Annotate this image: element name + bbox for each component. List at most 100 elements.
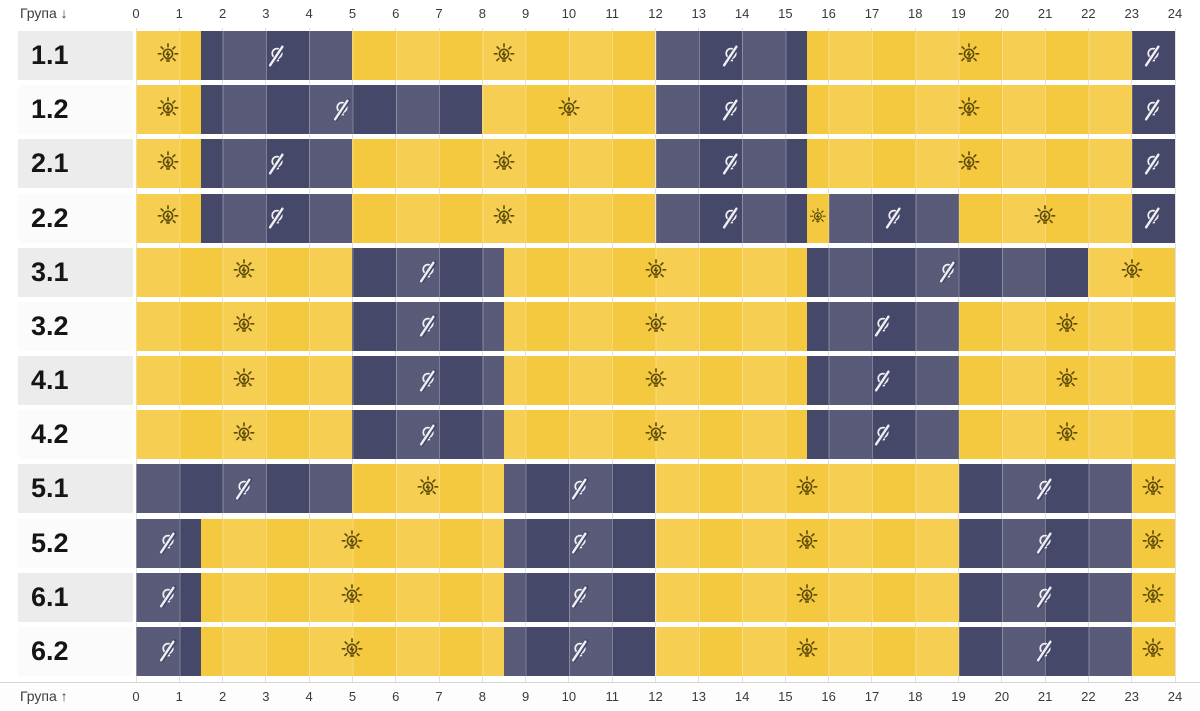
bulb-on-icon — [1054, 313, 1080, 339]
gridline — [351, 28, 353, 682]
bulb-on-icon — [491, 42, 517, 69]
group-label: 6.2 — [18, 626, 133, 676]
hour-label: 10 — [561, 689, 577, 704]
bulb-slash-icon — [1032, 530, 1058, 556]
hour-label: 0 — [132, 689, 140, 704]
gridline — [958, 28, 960, 682]
bulb-slash-icon — [881, 205, 907, 231]
group-label: 3.2 — [18, 301, 133, 351]
hour-label: 15 — [778, 689, 793, 704]
hour-label: 11 — [605, 689, 619, 704]
hour-label: 2 — [218, 689, 227, 704]
bulb-slash-icon — [870, 368, 896, 394]
bulb-slash-icon — [1140, 43, 1166, 69]
bulb-on-icon — [956, 150, 982, 177]
bulb-slash-icon — [264, 151, 290, 177]
bulb-on-icon — [1140, 584, 1166, 610]
schedule-track — [136, 356, 1175, 406]
group-label: 4.1 — [18, 356, 133, 406]
bulb-slash-icon — [1032, 476, 1058, 502]
hour-label: 20 — [994, 6, 1010, 21]
hour-label: 17 — [864, 6, 880, 21]
bottom-axis: Група ↑ 0 1 2 3 4 5 6 7 8 9 10 11 12 13 14 15 16 17 18 19 20… — [0, 682, 1200, 711]
hour-label: 1 — [175, 689, 183, 704]
gridline — [1131, 28, 1133, 682]
schedule-track — [136, 85, 1175, 135]
bulb-slash-icon — [264, 43, 290, 69]
hour-label: 10 — [561, 6, 577, 21]
schedule-track — [136, 31, 1175, 80]
bulb-slash-icon — [870, 422, 896, 448]
group-row: 2.1 — [0, 139, 1200, 189]
bulb-slash-icon — [1032, 638, 1058, 664]
schedule-track — [136, 410, 1175, 460]
hour-label: 23 — [1124, 6, 1139, 21]
hour-label: 9 — [522, 6, 530, 21]
group-row: 6.2 — [0, 626, 1200, 676]
gridline — [871, 28, 873, 682]
hour-label: 18 — [908, 689, 923, 704]
top-axis: Група ↓ 0 1 2 3 4 5 6 7 8 9 10 11 12 13 14 15 16 17 18 19 20… — [0, 0, 1200, 28]
bulb-on-icon — [231, 259, 257, 285]
bulb-slash-icon — [718, 43, 744, 69]
hour-label: 19 — [951, 689, 966, 704]
bulb-on-icon — [415, 476, 441, 502]
hour-label: 14 — [734, 6, 750, 21]
bulb-slash-icon — [264, 205, 290, 231]
bulb-on-icon — [231, 367, 257, 394]
gridline — [395, 28, 397, 682]
bulb-on-icon — [1054, 367, 1080, 394]
hour-label: 0 — [132, 6, 140, 21]
schedule-track — [136, 464, 1175, 514]
group-label: 3.1 — [18, 247, 133, 297]
hour-label: 1 — [175, 6, 183, 21]
hour-label: 21 — [1037, 6, 1053, 21]
bulb-on-icon — [643, 367, 669, 394]
group-row: 5.1 — [0, 464, 1200, 514]
group-column-header-bottom: Група ↑ — [20, 688, 68, 704]
bulb-on-icon — [808, 208, 828, 228]
hour-label: 16 — [821, 689, 836, 704]
hour-label: 23 — [1124, 689, 1139, 704]
bulb-slash-icon — [718, 205, 744, 231]
bulb-slash-icon — [567, 584, 593, 610]
hour-label: 11 — [605, 6, 619, 21]
hour-label: 20 — [994, 689, 1010, 704]
hour-label: 2 — [218, 6, 227, 21]
gridline — [135, 28, 137, 682]
group-row: 4.2 — [0, 410, 1200, 460]
gridline — [1174, 28, 1176, 682]
hour-label: 8 — [478, 689, 486, 704]
hour-gridlines — [0, 28, 1200, 682]
gridline — [525, 28, 527, 682]
bulb-on-icon — [643, 313, 669, 339]
bulb-on-icon — [231, 421, 257, 448]
group-row: 5.2 — [0, 518, 1200, 568]
hour-label: 17 — [864, 689, 880, 704]
bulb-slash-icon — [155, 638, 181, 664]
bulb-slash-icon — [231, 476, 257, 502]
hour-label: 15 — [778, 6, 793, 21]
bulb-slash-icon — [1140, 205, 1166, 231]
gridline — [655, 28, 656, 682]
bulb-on-icon — [155, 42, 181, 69]
bulb-slash-icon — [415, 368, 441, 394]
bulb-on-icon — [1054, 421, 1080, 448]
bulb-on-icon — [491, 205, 517, 231]
group-label: 6.1 — [18, 572, 133, 622]
schedule-track — [136, 301, 1175, 351]
hour-label: 18 — [908, 6, 923, 21]
schedule-track — [136, 247, 1175, 297]
gridline — [914, 28, 916, 682]
hour-label: 9 — [522, 689, 530, 704]
group-row: 1.2 — [0, 85, 1200, 135]
bulb-on-icon — [491, 150, 517, 177]
group-label: 2.2 — [18, 193, 133, 243]
hour-label: 16 — [821, 6, 836, 21]
bulb-slash-icon — [329, 97, 355, 123]
gridline — [178, 28, 180, 682]
bulb-on-icon — [1140, 476, 1166, 502]
hour-label: 22 — [1081, 6, 1096, 21]
group-row: 1.1 — [0, 31, 1200, 80]
